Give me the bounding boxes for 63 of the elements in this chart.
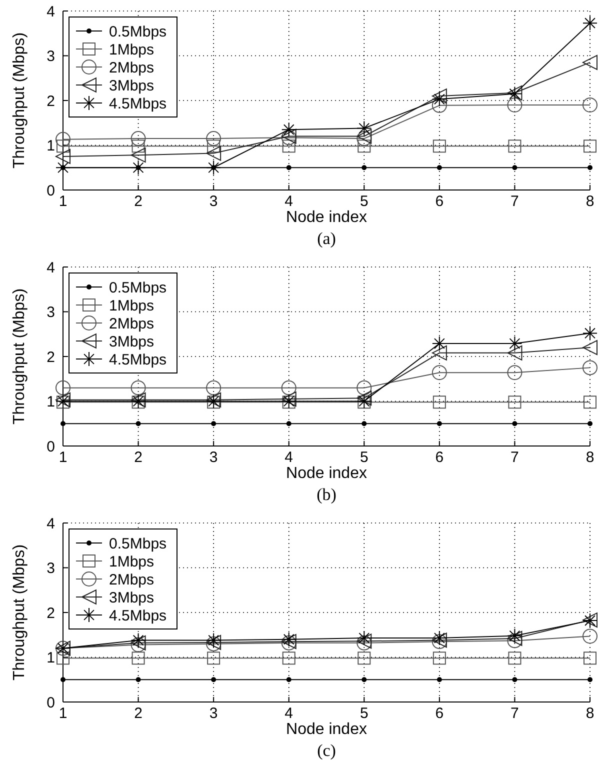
legend-label: 2Mbps (109, 571, 154, 588)
x-tick-label: 5 (360, 705, 368, 722)
x-axis-title: Node index (286, 465, 367, 482)
x-tick-label: 1 (58, 449, 68, 466)
y-tick-label: 3 (46, 304, 55, 321)
y-tick-label: 0 (46, 438, 55, 456)
y-tick-label: 2 (46, 348, 55, 366)
text: (a) (317, 229, 336, 248)
x-tick-label: 2 (134, 449, 142, 466)
legend-label: 4.5Mbps (109, 607, 167, 624)
x-tick-label: 4 (284, 705, 294, 722)
legend-label: 3Mbps (109, 589, 154, 606)
x-tick-label: 2 (134, 193, 142, 210)
y-tick-label: 4 (46, 515, 55, 532)
y-tick-label: 3 (46, 48, 55, 65)
y-tick-label: 1 (46, 650, 55, 666)
y-axis-title: Throughput (Mbps) (11, 32, 28, 169)
x-tick-label: 5 (360, 449, 368, 466)
x-tick-label: 3 (209, 193, 218, 210)
x-tick-label: 1 (58, 705, 68, 722)
y-tick-label: 1 (46, 138, 55, 154)
y-tick-label: 1 (46, 394, 55, 410)
x-tick-label: 8 (586, 449, 594, 466)
x-tick-label: 6 (435, 449, 444, 466)
y-tick-label: 2 (46, 604, 55, 622)
x-tick-label: 5 (360, 193, 368, 210)
x-tick-label: 6 (435, 705, 444, 722)
x-tick-label: 7 (510, 193, 519, 210)
x-tick-label: 4 (284, 193, 294, 210)
x-tick-label: 8 (586, 193, 594, 210)
legend-label: 1Mbps (109, 297, 154, 314)
legend-label: 2Mbps (109, 59, 154, 76)
x-tick-label: 7 (510, 449, 519, 466)
y-tick-label: 3 (46, 560, 55, 577)
y-tick-label: 4 (46, 3, 55, 20)
x-tick-label: 3 (209, 449, 218, 466)
text: (b) (316, 485, 336, 504)
y-tick-label: 0 (46, 182, 55, 200)
x-tick-label: 1 (58, 193, 68, 210)
x-axis-title: Node index (286, 209, 367, 226)
y-tick-label: 4 (46, 259, 55, 276)
legend-label: 2Mbps (109, 315, 154, 332)
x-tick-label: 6 (435, 193, 444, 210)
y-axis-title: Throughput (Mbps) (11, 288, 28, 425)
legend-label: 0.5Mbps (109, 23, 167, 40)
text: (c) (317, 741, 336, 760)
y-axis-title: Throughput (Mbps) (11, 544, 28, 681)
legend-label: 0.5Mbps (109, 279, 167, 296)
legend-label: 0.5Mbps (109, 535, 167, 552)
y-tick-label: 0 (46, 694, 55, 712)
legend-label: 1Mbps (109, 41, 154, 58)
legend-label: 1Mbps (109, 553, 154, 570)
legend-label: 4.5Mbps (109, 351, 167, 368)
legend-label: 4.5Mbps (109, 95, 167, 112)
x-tick-label: 7 (510, 705, 519, 722)
x-tick-label: 4 (284, 449, 294, 466)
y-tick-label: 2 (46, 92, 55, 110)
x-tick-label: 3 (209, 705, 218, 722)
x-tick-label: 2 (134, 705, 142, 722)
legend-label: 3Mbps (109, 77, 154, 94)
x-tick-label: 8 (586, 705, 594, 722)
legend-label: 3Mbps (109, 333, 154, 350)
x-axis-title: Node index (286, 721, 367, 738)
